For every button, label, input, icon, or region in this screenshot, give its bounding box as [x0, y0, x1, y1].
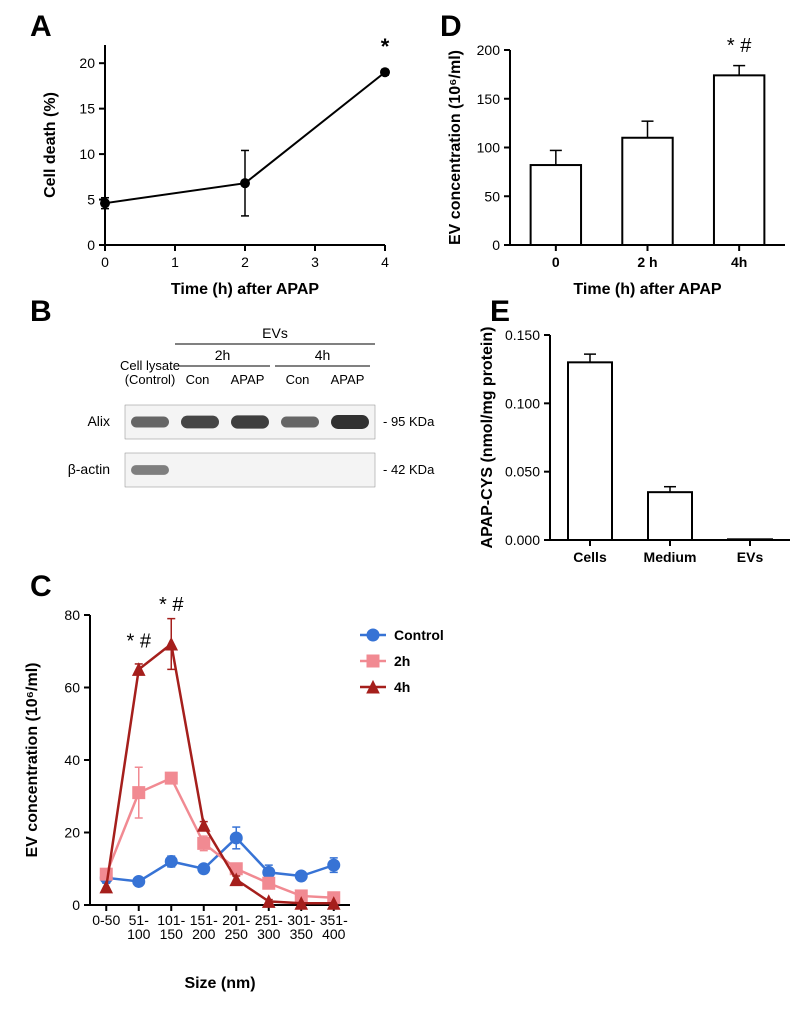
svg-text:80: 80 — [64, 607, 80, 623]
svg-text:400: 400 — [322, 926, 346, 942]
svg-text:150: 150 — [477, 91, 501, 107]
svg-text:2h: 2h — [394, 653, 410, 669]
svg-text:3: 3 — [311, 254, 319, 270]
svg-text:10: 10 — [79, 146, 95, 162]
svg-text:60: 60 — [64, 680, 80, 696]
svg-text:EVs: EVs — [262, 325, 288, 341]
panel-d-chart: 0 50 100 150 200 0 2 h 4h Time (h) after APAP EV … — [440, 30, 800, 300]
svg-text:0: 0 — [101, 254, 109, 270]
svg-text:Medium: Medium — [644, 549, 697, 565]
svg-text:Cell lysate: Cell lysate — [120, 358, 180, 373]
svg-text:4: 4 — [381, 254, 389, 270]
svg-text:* #: * # — [127, 630, 152, 652]
svg-text:(Control): (Control) — [125, 372, 176, 387]
svg-text:0: 0 — [72, 897, 80, 913]
svg-text:4h: 4h — [315, 347, 331, 363]
svg-text:EV concentration (10⁶/ml): EV concentration (10⁶/ml) — [447, 50, 464, 245]
svg-text:4h: 4h — [731, 254, 747, 270]
svg-text:- 42 KDa: - 42 KDa — [383, 462, 435, 477]
svg-text:APAP-CYS (nmol/mg protein): APAP-CYS (nmol/mg protein) — [479, 327, 496, 549]
svg-text:Alix: Alix — [87, 413, 110, 429]
svg-text:5: 5 — [87, 192, 95, 208]
svg-text:0-50: 0-50 — [92, 912, 120, 928]
svg-text:300: 300 — [257, 926, 281, 942]
svg-text:0: 0 — [87, 237, 95, 253]
svg-text:2h: 2h — [215, 347, 231, 363]
svg-text:0: 0 — [552, 254, 560, 270]
svg-text:40: 40 — [64, 752, 80, 768]
svg-text:β-actin: β-actin — [68, 461, 110, 477]
svg-text:20: 20 — [79, 55, 95, 71]
svg-text:Size (nm): Size (nm) — [184, 975, 255, 992]
svg-text:200: 200 — [192, 926, 216, 942]
svg-text:APAP: APAP — [231, 372, 265, 387]
figure: A B C D E 0510152001234Time (h) after AP… — [0, 0, 800, 1015]
svg-text:Time (h) after APAP: Time (h) after APAP — [573, 281, 722, 298]
svg-text:0.100: 0.100 — [505, 395, 540, 411]
svg-text:1: 1 — [171, 254, 179, 270]
panel-b-blot: EVs 2h 4h Cell lysate(Control) Con APAP Con APA… — [30, 320, 430, 560]
svg-text:100: 100 — [127, 926, 151, 942]
svg-text:0.000: 0.000 — [505, 532, 540, 548]
svg-text:150: 150 — [160, 926, 184, 942]
svg-text:2: 2 — [241, 254, 249, 270]
svg-text:Cells: Cells — [573, 549, 607, 565]
svg-text:* #: * # — [159, 594, 184, 616]
svg-text:2 h: 2 h — [637, 254, 657, 270]
svg-text:Con: Con — [186, 372, 210, 387]
panel-e-chart: 0.000 0.050 0.100 0.150 Cells Medium EVs APAP-C… — [470, 320, 800, 580]
svg-text:* #: * # — [727, 35, 752, 57]
panel-c-chart: 0204060800-5051-100101-150151-200201-250… — [15, 590, 475, 1000]
svg-text:Cell death (%): Cell death (%) — [42, 92, 59, 198]
svg-text:20: 20 — [64, 825, 80, 841]
svg-text:EV concentration (10⁶/ml): EV concentration (10⁶/ml) — [24, 663, 41, 858]
svg-text:250: 250 — [225, 926, 249, 942]
svg-text:100: 100 — [477, 140, 501, 156]
svg-text:0.050: 0.050 — [505, 464, 540, 480]
svg-text:APAP: APAP — [331, 372, 365, 387]
svg-text:350: 350 — [290, 926, 314, 942]
svg-text:200: 200 — [477, 42, 501, 58]
svg-text:0.150: 0.150 — [505, 327, 540, 343]
svg-text:- 95 KDa: - 95 KDa — [383, 414, 435, 429]
svg-text:4h: 4h — [394, 679, 410, 695]
svg-text:Control: Control — [394, 627, 444, 643]
svg-text:0: 0 — [492, 237, 500, 253]
svg-text:50: 50 — [484, 188, 500, 204]
svg-text:15: 15 — [79, 101, 95, 117]
panel-a-chart: 0 5 10 15 20 0 1 2 3 4 Time (h) after APAP Cell dea… — [35, 30, 405, 300]
svg-text:EVs: EVs — [737, 549, 764, 565]
svg-text:*: * — [381, 34, 390, 59]
svg-text:Con: Con — [286, 372, 310, 387]
svg-text:Time (h) after APAP: Time (h) after APAP — [171, 281, 320, 298]
